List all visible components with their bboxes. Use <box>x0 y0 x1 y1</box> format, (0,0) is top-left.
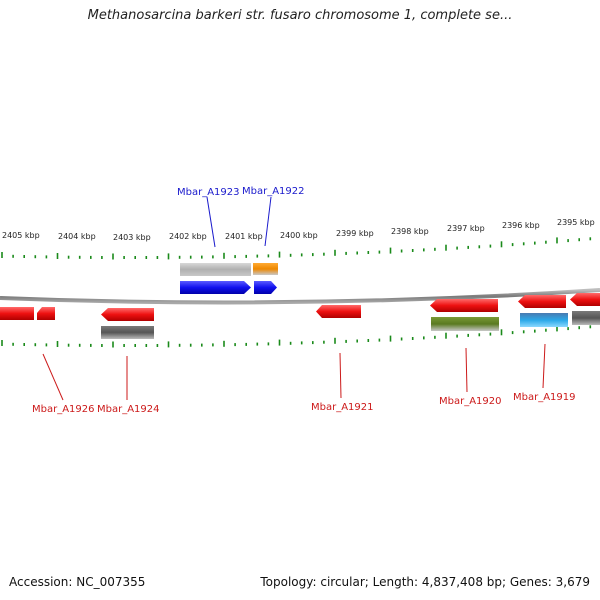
gene-arrow-mbar-a1926[interactable] <box>0 307 34 320</box>
upper-tick-track <box>1 237 592 260</box>
position-label: 2400 kbp <box>280 231 318 240</box>
gene-feature-blue[interactable] <box>520 313 568 327</box>
lower-tick-track <box>1 325 592 348</box>
gene-label-mbar-a1920[interactable]: Mbar_A1920 <box>439 396 502 407</box>
position-label: 2396 kbp <box>502 221 540 230</box>
gene-arrow-mbar-a1923[interactable] <box>180 281 251 294</box>
gene-label-mbar-a1924[interactable]: Mbar_A1924 <box>97 404 160 415</box>
gene-feature-orange[interactable] <box>253 263 278 275</box>
gene-labels: Mbar_A1923 Mbar_A1922 Mbar_A1926 Mbar_A1… <box>32 186 576 415</box>
chromosome-backbone <box>0 288 600 305</box>
gene-label-mbar-a1922[interactable]: Mbar_A1922 <box>242 186 305 197</box>
position-label: 2403 kbp <box>113 233 151 242</box>
gene-label-mbar-a1926[interactable]: Mbar_A1926 <box>32 404 95 415</box>
gene-arrow-mbar-a1922[interactable] <box>254 281 277 294</box>
accession-text: Accession: NC_007355 <box>9 575 146 589</box>
position-label: 2399 kbp <box>336 229 374 238</box>
position-label: 2405 kbp <box>2 231 40 240</box>
topology-text: Topology: circular; Length: 4,837,408 bp… <box>260 575 590 589</box>
reverse-strand-features <box>0 293 600 339</box>
gene-label-mbar-a1919[interactable]: Mbar_A1919 <box>513 392 576 403</box>
gene-arrow-mbar-a1924[interactable] <box>101 308 154 321</box>
position-label: 2404 kbp <box>58 232 96 241</box>
position-label: 2401 kbp <box>225 232 263 241</box>
page-title: Methanosarcina barkeri str. fusaro chrom… <box>87 8 513 23</box>
gene-feature-gray[interactable] <box>180 263 251 276</box>
gene-arrow-right-edge[interactable] <box>570 293 600 306</box>
gene-arrow-mbar-a1926b[interactable] <box>37 307 55 320</box>
gene-label-mbar-a1923[interactable]: Mbar_A1923 <box>177 187 240 198</box>
position-labels: 2405 kbp 2404 kbp 2403 kbp 2402 kbp 2401… <box>2 218 595 242</box>
position-label: 2397 kbp <box>447 224 485 233</box>
position-label: 2398 kbp <box>391 227 429 236</box>
gene-feature-dark-edge[interactable] <box>572 311 600 325</box>
gene-arrow-mbar-a1921[interactable] <box>316 305 361 318</box>
gene-feature-dark[interactable] <box>101 326 154 339</box>
position-label: 2402 kbp <box>169 232 207 241</box>
gene-feature-green[interactable] <box>431 317 499 331</box>
position-label: 2395 kbp <box>557 218 595 227</box>
gene-label-mbar-a1921[interactable]: Mbar_A1921 <box>311 402 374 413</box>
gene-arrow-mbar-a1919[interactable] <box>518 295 566 308</box>
label-leaders <box>42 196 546 401</box>
gene-arrow-mbar-a1920[interactable] <box>430 299 498 312</box>
forward-strand-features <box>180 263 278 294</box>
